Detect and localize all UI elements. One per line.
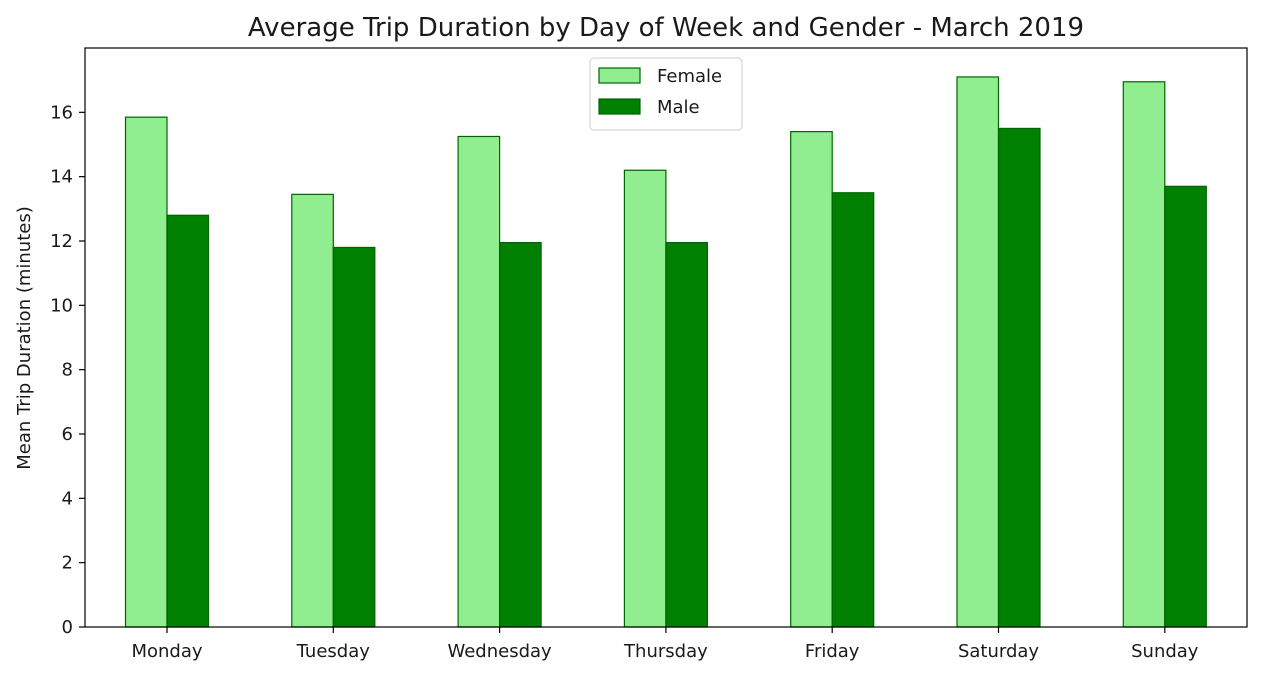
bar-female-thursday [623,169,667,628]
bar-male-wednesday [499,242,542,628]
bar-female-sunday [1122,81,1166,628]
y-axis-label: Mean Trip Duration (minutes) [14,206,35,469]
bar-male-saturday [997,127,1041,628]
bar-female-friday [790,131,833,628]
bar-female-wednesday [457,135,501,628]
x-tick-label-tuesday: Tuesday [296,641,371,662]
x-axis: Monday Tuesday Wednesday Thursday Friday Satu… [131,627,1199,662]
bar-male-friday [831,192,875,628]
legend-label-male: Male [657,97,700,118]
plot-frame [84,47,1248,628]
bar-female-saturday [956,76,1000,628]
legend-swatch-female [598,67,641,84]
x-tick-label-friday: Friday [805,641,860,662]
chart-title: Average Trip Duration by Day of Week and… [248,13,1084,43]
bar-female-tuesday [291,193,334,628]
x-tick-label-sunday: Sunday [1131,641,1199,662]
y-tick-label: 8 [62,360,73,381]
y-tick-label: 4 [62,488,73,509]
y-tick-label: 6 [62,424,73,445]
bar-male-monday [166,214,210,628]
y-axis: 0 2 4 6 8 10 12 14 16 [50,102,85,638]
y-tick-label: 0 [62,617,73,638]
legend: Female Male [589,57,743,131]
y-tick-label: 10 [50,295,73,316]
x-tick-label-thursday: Thursday [623,641,708,662]
bar-female-monday [124,116,168,628]
y-tick-label: 16 [50,102,73,123]
y-tick-label: 2 [62,553,73,574]
bar-male-sunday [1164,185,1207,628]
legend-swatch-male [598,98,641,115]
x-tick-label-monday: Monday [131,641,202,662]
y-tick-label: 12 [50,231,73,252]
bar-male-thursday [665,242,709,628]
plot-area [124,76,1207,628]
x-tick-label-saturday: Saturday [958,641,1039,662]
x-tick-label-wednesday: Wednesday [447,641,552,662]
legend-label-female: Female [657,66,722,87]
y-tick-label: 14 [50,167,73,188]
bar-male-tuesday [332,246,376,628]
